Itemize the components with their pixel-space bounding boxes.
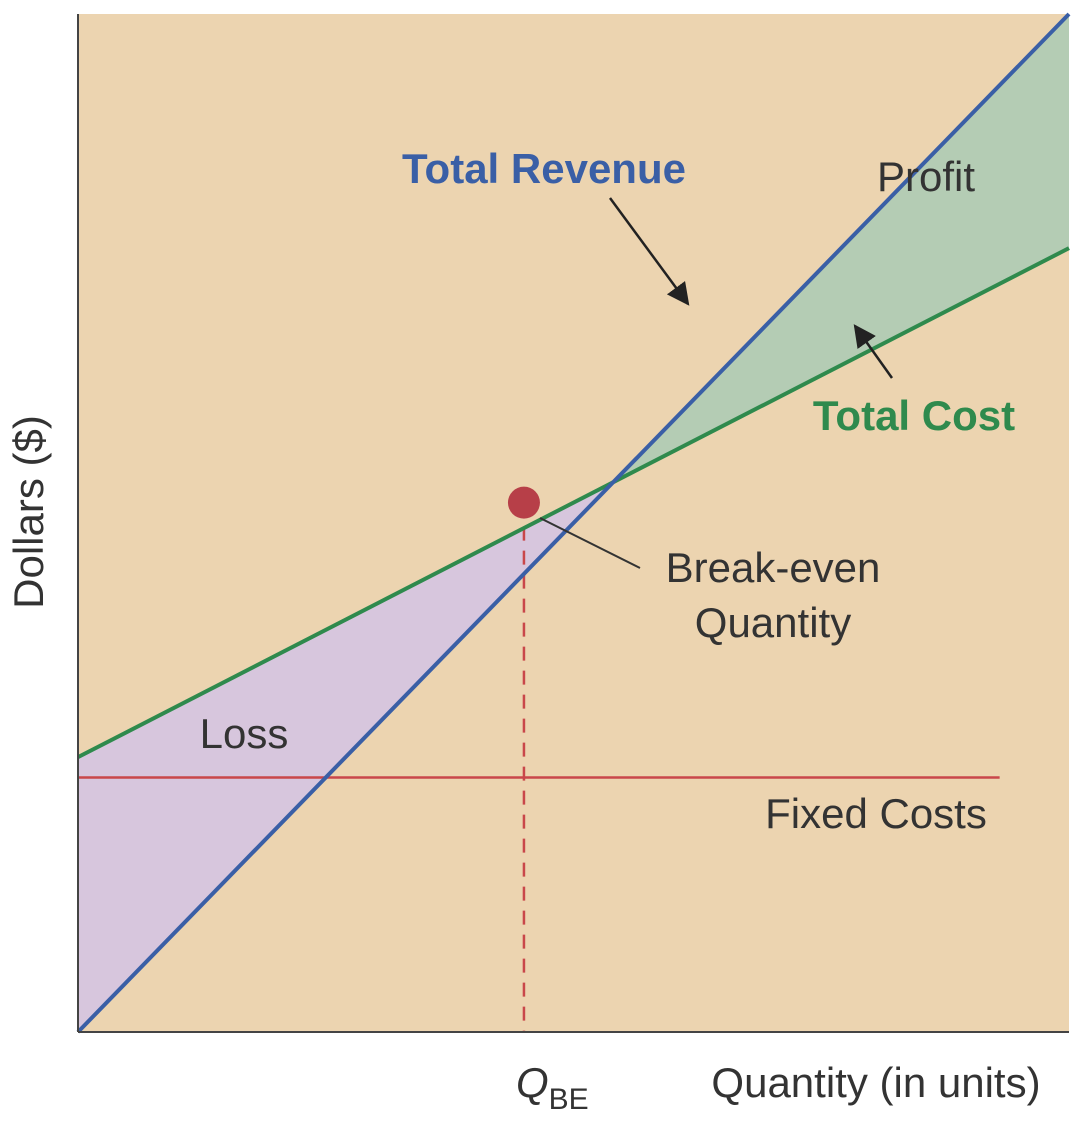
x-tick-label-qbe: QBE bbox=[516, 1059, 589, 1116]
y-axis-label: Dollars ($) bbox=[5, 415, 52, 609]
loss-label: Loss bbox=[200, 710, 289, 757]
profit-label: Profit bbox=[877, 153, 975, 200]
break-even-point bbox=[507, 486, 540, 519]
cost-arrow bbox=[853, 324, 894, 379]
fixed-costs-label: Fixed Costs bbox=[765, 790, 987, 837]
total-cost-label: Total Cost bbox=[813, 392, 1015, 439]
x-tick-label-sub: BE bbox=[549, 1083, 589, 1116]
x-tick-label-main: Q bbox=[516, 1059, 549, 1106]
total-cost-line bbox=[77, 246, 1070, 759]
break-even-leader-line bbox=[539, 517, 641, 569]
break-even-label-line2: Quantity bbox=[695, 599, 851, 646]
break-even-label-line1: Break-even bbox=[666, 544, 881, 591]
total-revenue-line bbox=[76, 12, 1071, 1034]
total-revenue-label: Total Revenue bbox=[402, 145, 686, 192]
revenue-arrow bbox=[608, 197, 690, 306]
x-axis-label: Quantity (in units) bbox=[711, 1059, 1040, 1106]
